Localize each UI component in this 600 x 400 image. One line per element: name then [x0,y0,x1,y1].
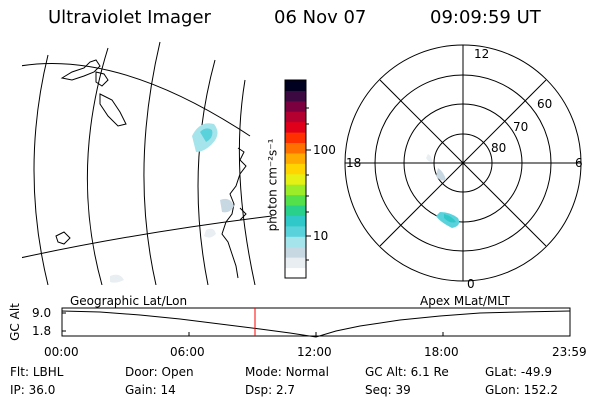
colorbar-band [285,194,306,206]
info-gain: Gain: 14 [125,383,176,397]
colorbar-band [285,267,306,279]
info-glon: GLon: 152.2 [485,383,558,397]
colorbar-band [285,184,306,196]
colorbar-band [285,121,306,133]
colorbar-label: photon cm⁻²s⁻¹ [265,138,280,232]
info-mode: Mode: Normal [245,365,329,379]
info-dsp: Dsp: 2.7 [245,383,296,397]
timeline-plot [61,307,571,338]
longitude-line [33,54,49,285]
coastline [221,147,247,279]
mlt-label-18: 18 [346,156,362,170]
colorbar-band [285,90,306,102]
timeline-axis-title: GC Alt [7,303,22,341]
coastline [99,93,127,127]
coastline [60,59,101,81]
colorbar-band [285,111,306,123]
date-label: 06 Nov 07 [274,7,367,28]
colorbar-band [285,205,306,216]
longitude-line [238,79,256,285]
info-door: Door: Open [125,365,194,379]
lat-label-70: 70 [513,120,529,134]
latitude-line [22,63,251,137]
x-tick-2359: 23:59 [552,345,587,359]
info-glat: GLat: -49.9 [485,365,552,379]
longitude-line [143,41,161,285]
longitude-line [197,59,216,285]
x-tick-1200: 12:00 [297,345,332,359]
coastline [55,231,71,245]
colorbar-band [285,246,306,258]
timeline-left-label: Geographic Lat/Lon [70,294,188,308]
lat-label-60: 60 [537,97,553,111]
x-tick-0000: 00:00 [44,345,79,359]
coastline [95,71,109,87]
colorbar-band [285,142,306,154]
coastline [239,207,247,221]
colorbar-band [285,225,306,237]
colorbar-band [285,173,306,185]
colorbar-band [285,100,306,112]
mlt-label-6: 6 [575,156,583,170]
colorbar-band [285,80,306,91]
colorbar-band [285,152,306,164]
colorbar-tick-100: 100 [313,143,336,157]
lat-label-80: 80 [491,141,507,155]
timeline-right-label: Apex MLat/MLT [420,294,510,308]
time-label: 09:09:59 UT [430,7,541,28]
info-flt: Flt: LBHL [10,365,64,379]
mlt-label-0: 0 [467,277,475,291]
y-tick-9: 9.0 [32,306,52,320]
longitude-line [86,47,109,285]
colorbar [285,80,306,279]
colorbar-tick-10: 10 [313,229,329,243]
polar-aurora [426,154,460,228]
info-seq: Seq: 39 [365,383,411,397]
colorbar-band [285,257,306,269]
x-tick-0600: 06:00 [170,345,205,359]
polar-plot [344,44,582,282]
info-ip: IP: 36.0 [10,383,56,397]
mlt-label-12: 12 [474,47,490,61]
colorbar-band [285,163,306,175]
latitude-line [22,215,272,259]
instrument-title: Ultraviolet Imager [48,7,211,28]
x-tick-1800: 18:00 [424,345,459,359]
colorbar-band [285,236,306,248]
altitude-curve [61,310,571,338]
aurora-emission [110,123,234,283]
colorbar-band [285,132,306,144]
colorbar-band [285,215,306,227]
y-tick-1-8: 1.8 [32,324,52,338]
info-gc-alt: GC Alt: 6.1 Re [365,365,449,379]
